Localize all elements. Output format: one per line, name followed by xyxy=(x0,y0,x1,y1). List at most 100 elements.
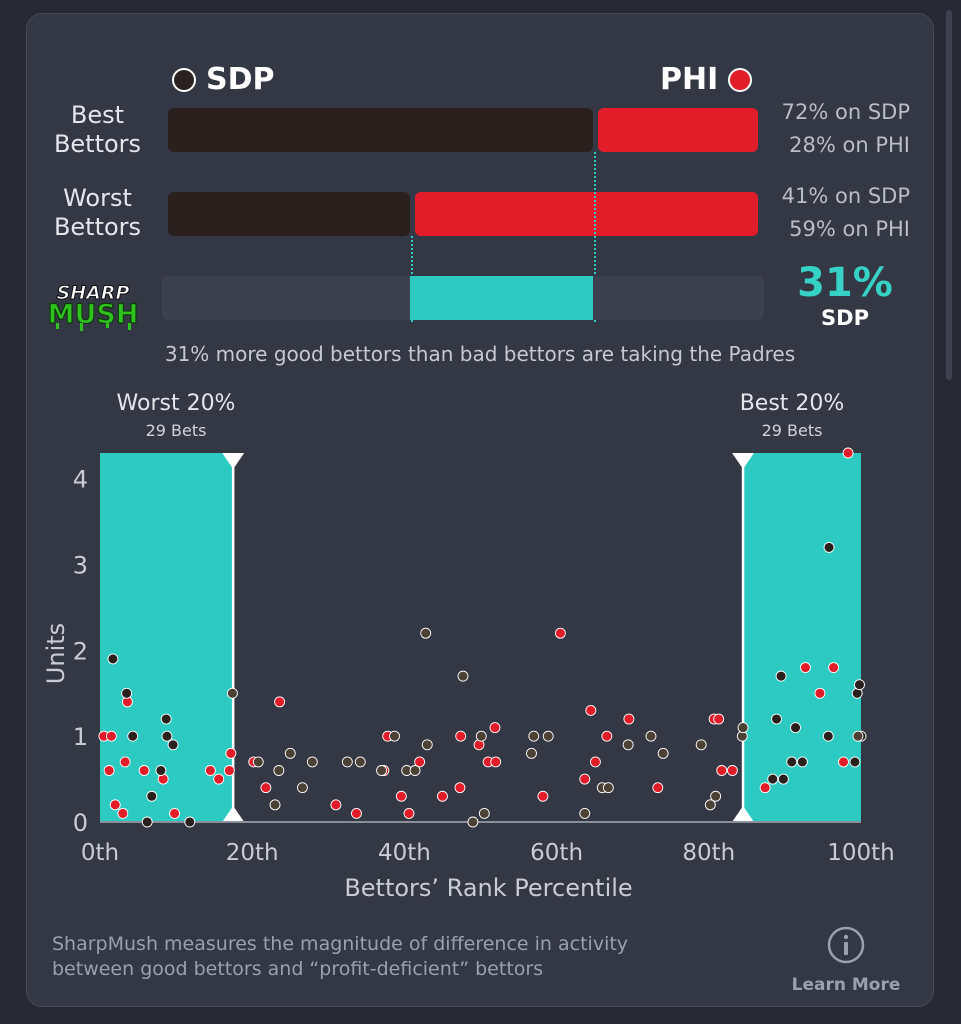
data-point xyxy=(421,739,433,751)
data-point xyxy=(155,765,167,776)
data-point xyxy=(409,765,421,776)
data-point xyxy=(160,713,172,725)
data-point xyxy=(838,756,849,768)
data-point xyxy=(822,730,834,742)
sharpmush-value: 31% xyxy=(797,260,893,306)
data-point xyxy=(141,816,153,828)
worst-bettors-label: Worst Bettors xyxy=(40,184,155,242)
y-tick-label: 0 xyxy=(73,809,88,837)
footnote-line1: SharpMush measures the magnitude of diff… xyxy=(52,933,629,955)
data-point xyxy=(330,799,342,811)
best-zone-boundary-bottom-handle xyxy=(732,806,755,822)
x-tick-label: 80th xyxy=(682,840,735,866)
best-bettors-label-line2: Bettors xyxy=(53,130,142,158)
data-point xyxy=(284,747,296,759)
best-bettors-sdp-pct: 72% on SDP xyxy=(781,100,910,124)
data-point xyxy=(657,747,669,759)
data-point xyxy=(796,756,808,768)
data-point xyxy=(828,662,840,673)
data-point xyxy=(107,653,119,665)
data-point xyxy=(121,687,133,699)
data-point xyxy=(759,782,771,794)
data-point xyxy=(420,627,432,639)
scrollbar[interactable] xyxy=(946,10,952,380)
worst-bettors-phi-pct: 59% on PHI xyxy=(789,217,910,241)
data-point xyxy=(414,756,426,768)
data-point xyxy=(737,722,749,734)
data-point xyxy=(127,730,139,742)
data-point xyxy=(455,730,467,742)
team-left-abbr: SDP xyxy=(206,62,275,97)
data-point xyxy=(306,756,318,768)
data-point xyxy=(726,765,738,776)
data-point xyxy=(389,730,400,742)
data-point xyxy=(103,765,115,776)
x-tick-label: 100th xyxy=(827,840,895,866)
worst-bettors-sdp-pct: 41% on SDP xyxy=(781,184,910,208)
data-point xyxy=(457,670,469,682)
team-right-abbr: PHI xyxy=(660,62,719,97)
best-bettors-label: Best Bettors xyxy=(40,101,155,159)
x-tick-label: 0th xyxy=(81,840,119,866)
data-point xyxy=(823,541,835,553)
data-point xyxy=(167,739,179,751)
team-right-header: PHI xyxy=(660,62,753,97)
svg-text:SHARP: SHARP xyxy=(57,282,130,304)
best-zone-boundary-top-handle xyxy=(732,453,755,469)
data-point xyxy=(579,773,591,785)
data-point xyxy=(695,739,707,751)
data-point xyxy=(814,687,826,699)
data-point xyxy=(341,756,353,768)
data-point xyxy=(437,790,448,802)
data-point xyxy=(296,782,308,794)
data-point xyxy=(771,713,782,725)
data-point xyxy=(138,765,150,776)
data-point xyxy=(184,816,196,828)
data-point xyxy=(716,765,728,776)
y-tick-label: 4 xyxy=(73,466,88,494)
data-point xyxy=(252,756,264,768)
data-point xyxy=(622,739,634,751)
data-point xyxy=(601,730,613,742)
data-point xyxy=(852,730,864,742)
data-point xyxy=(225,747,237,759)
data-point xyxy=(842,447,854,459)
data-point xyxy=(602,782,614,794)
data-point xyxy=(849,756,861,768)
worst-zone-title: Worst 20% xyxy=(116,391,236,416)
data-point xyxy=(528,730,540,742)
data-point xyxy=(786,756,798,768)
best-bettors-phi-pct: 28% on PHI xyxy=(789,133,910,157)
data-point xyxy=(623,713,635,725)
best-split-marker xyxy=(593,152,596,322)
data-point xyxy=(351,807,362,819)
worst-bettors-label-line2: Bettors xyxy=(53,213,142,241)
data-point xyxy=(775,670,787,682)
data-point xyxy=(117,807,129,819)
data-point xyxy=(467,816,479,828)
sharpmush-summary: 31% more good bettors than bad bettors a… xyxy=(164,342,796,366)
data-point xyxy=(554,627,566,639)
best-bettors-label-line1: Best xyxy=(70,101,125,129)
data-point xyxy=(790,722,802,734)
y-tick-label: 2 xyxy=(73,637,88,665)
x-tick-label: 60th xyxy=(530,840,583,866)
data-point xyxy=(395,790,407,802)
worst-bettors-sdp-bar xyxy=(168,192,410,236)
data-point xyxy=(854,679,865,691)
learn-more-button[interactable]: Learn More xyxy=(786,925,906,995)
best-zone-count: 29 Bets xyxy=(761,421,823,440)
data-point xyxy=(713,713,725,725)
data-point xyxy=(704,799,716,811)
data-point xyxy=(260,782,272,794)
footnote-line2: between good bettors and “profit-deficie… xyxy=(52,958,544,980)
sharpmush-team: SDP xyxy=(821,306,869,330)
worst-zone-boundary-top-handle xyxy=(222,453,245,469)
worst-bettors-phi-bar xyxy=(414,192,758,236)
sharpmush-logo: SHARP MUSH xyxy=(47,282,139,331)
data-point xyxy=(273,765,285,776)
team-left-header: SDP xyxy=(172,62,275,97)
data-point xyxy=(478,807,490,819)
data-point xyxy=(645,730,657,742)
